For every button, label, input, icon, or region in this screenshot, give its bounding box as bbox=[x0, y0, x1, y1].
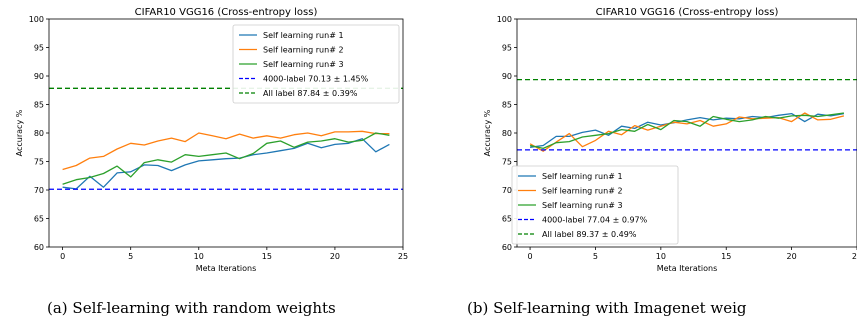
series-line-2 bbox=[529, 112, 845, 152]
y-tick-label: 85 bbox=[502, 101, 512, 110]
x-tick-label: 20 bbox=[787, 252, 797, 261]
series-line-3 bbox=[529, 112, 844, 150]
y-tick-label: 80 bbox=[502, 129, 512, 138]
x-tick-label: 15 bbox=[262, 252, 272, 261]
legend-box bbox=[232, 24, 400, 104]
legend-entry: Self learning run# 1 bbox=[263, 31, 344, 40]
y-tick-label: 70 bbox=[34, 186, 44, 195]
x-axis-label: Meta Iterations bbox=[196, 264, 257, 273]
x-tick-label: 0 bbox=[60, 252, 65, 261]
legend-entry: Self learning run# 3 bbox=[542, 201, 623, 210]
chart-title: CIFAR10 VGG16 (Cross-entropy loss) bbox=[135, 7, 318, 18]
x-tick-label: 5 bbox=[128, 252, 133, 261]
y-axis-label: Accuracy % bbox=[15, 109, 24, 156]
figure-caption: (a) Self-learning with random weights bbox=[47, 299, 336, 317]
y-tick-label: 65 bbox=[34, 215, 44, 224]
x-tick-label: 5 bbox=[593, 252, 598, 261]
y-axis-label: Accuracy % bbox=[483, 109, 492, 156]
legend-entry: Self learning run# 1 bbox=[542, 172, 623, 181]
series-line-2 bbox=[62, 130, 390, 171]
axes-frame bbox=[48, 18, 404, 248]
x-tick-label: 0 bbox=[528, 252, 533, 261]
figure-caption: (b) Self-learning with Imagenet weig bbox=[467, 299, 747, 317]
legend-entry: All label 89.37 ± 0.49% bbox=[542, 230, 637, 239]
y-tick-label: 95 bbox=[502, 44, 512, 53]
y-tick-label: 90 bbox=[502, 72, 512, 81]
legend-entry: Self learning run# 3 bbox=[263, 60, 344, 69]
chart-2: CIFAR10 VGG16 (Cross-entropy loss) 0 5 10 15… bbox=[467, 7, 857, 317]
x-tick-label: 20 bbox=[330, 252, 340, 261]
y-tick-label: 75 bbox=[34, 158, 44, 167]
legend-entry: 4000-label 70.13 ± 1.45% bbox=[263, 75, 369, 84]
legend-box bbox=[511, 165, 679, 245]
y-tick-label: 90 bbox=[34, 72, 44, 81]
y-tick-label: 60 bbox=[34, 243, 44, 252]
chart-1: CIFAR10 VGG16 (Cross-entropy loss) 0 5 10 15… bbox=[15, 7, 408, 317]
x-tick-label: 25 bbox=[852, 252, 857, 261]
legend-entry: All label 87.84 ± 0.39% bbox=[263, 89, 358, 98]
series-line-3 bbox=[62, 132, 390, 185]
legend: Self learning run# 1 Self learning run# 2… bbox=[232, 24, 400, 104]
legend-entry: Self learning run# 2 bbox=[263, 46, 344, 55]
y-tick-label: 100 bbox=[29, 15, 44, 24]
series-line-1 bbox=[530, 112, 845, 148]
y-tick-label: 95 bbox=[34, 44, 44, 53]
legend-entry: 4000-label 77.04 ± 0.97% bbox=[542, 216, 648, 225]
y-tick-label: 65 bbox=[502, 215, 512, 224]
y-tick-label: 85 bbox=[34, 101, 44, 110]
y-tick-label: 75 bbox=[502, 158, 512, 167]
series-line-1 bbox=[62, 138, 390, 190]
x-tick-label: 10 bbox=[656, 252, 666, 261]
y-tick-label: 70 bbox=[502, 186, 512, 195]
plot-area bbox=[517, 78, 857, 152]
x-tick-label: 15 bbox=[721, 252, 731, 261]
chart-title: CIFAR10 VGG16 (Cross-entropy loss) bbox=[596, 7, 779, 18]
x-axis-label: Meta Iterations bbox=[657, 264, 718, 273]
plot-area bbox=[49, 87, 403, 190]
x-tick-label: 25 bbox=[398, 252, 408, 261]
axes-frame bbox=[516, 18, 857, 248]
y-tick-label: 80 bbox=[34, 129, 44, 138]
y-tick-label: 100 bbox=[497, 15, 512, 24]
legend: Self learning run# 1 Self learning run# 2… bbox=[511, 165, 679, 245]
legend-entry: Self learning run# 2 bbox=[542, 187, 623, 196]
y-tick-label: 60 bbox=[502, 243, 512, 252]
x-tick-label: 10 bbox=[194, 252, 204, 261]
